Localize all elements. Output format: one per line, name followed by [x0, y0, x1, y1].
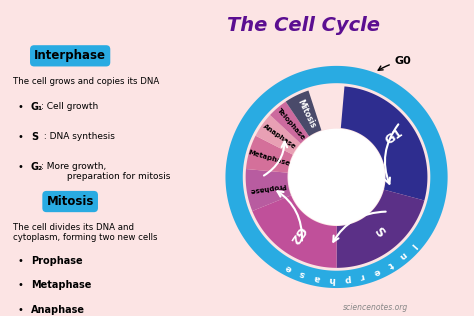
Text: •: •: [18, 280, 24, 290]
Text: G0: G0: [378, 56, 411, 70]
Text: Metaphase: Metaphase: [247, 149, 291, 167]
Text: : Cell growth: : Cell growth: [41, 101, 98, 111]
Polygon shape: [255, 115, 301, 155]
Text: Prophase: Prophase: [248, 182, 286, 193]
Text: Mitosis: Mitosis: [295, 98, 317, 130]
Text: e: e: [283, 262, 293, 273]
Text: h: h: [328, 275, 336, 284]
Text: •: •: [18, 101, 24, 112]
Text: Interphase: Interphase: [34, 49, 106, 62]
Text: S: S: [31, 132, 38, 142]
Text: Mitosis: Mitosis: [46, 195, 94, 208]
Text: a: a: [313, 272, 321, 283]
Text: Metaphase: Metaphase: [31, 280, 91, 290]
Polygon shape: [286, 90, 321, 136]
Text: S: S: [371, 225, 387, 240]
Text: s: s: [298, 268, 306, 279]
Text: G1: G1: [383, 126, 405, 148]
Text: : More growth,
         preparation for mitosis: : More growth, preparation for mitosis: [41, 162, 170, 181]
Text: t: t: [386, 259, 394, 269]
Text: n: n: [397, 250, 408, 261]
Text: Telophase: Telophase: [276, 106, 306, 141]
Text: p: p: [344, 274, 351, 284]
Text: G2: G2: [287, 223, 308, 246]
Text: The cell divides its DNA and
cytoplasm, forming two new cells: The cell divides its DNA and cytoplasm, …: [13, 222, 158, 242]
Text: : DNA synthesis: : DNA synthesis: [41, 132, 115, 141]
Text: sciencenotes.org: sciencenotes.org: [343, 303, 408, 312]
Polygon shape: [246, 136, 293, 173]
Text: Prophase: Prophase: [31, 256, 82, 265]
Polygon shape: [226, 66, 447, 288]
Text: •: •: [18, 256, 24, 265]
Polygon shape: [246, 169, 291, 211]
Text: •: •: [18, 132, 24, 142]
Text: •: •: [18, 305, 24, 315]
Polygon shape: [270, 102, 309, 143]
Text: Anaphase: Anaphase: [31, 305, 85, 315]
Text: •: •: [18, 162, 24, 172]
Polygon shape: [337, 190, 424, 268]
Text: The cell grows and copies its DNA: The cell grows and copies its DNA: [13, 77, 160, 86]
Text: The Cell Cycle: The Cell Cycle: [227, 16, 380, 35]
Text: I: I: [409, 240, 418, 249]
Text: Anaphase: Anaphase: [262, 123, 297, 150]
Polygon shape: [341, 86, 428, 200]
Polygon shape: [252, 195, 337, 268]
Text: G₂: G₂: [31, 162, 43, 172]
Circle shape: [289, 129, 384, 225]
Text: e: e: [372, 266, 381, 276]
Text: r: r: [359, 271, 365, 281]
Text: G₁: G₁: [31, 101, 43, 112]
